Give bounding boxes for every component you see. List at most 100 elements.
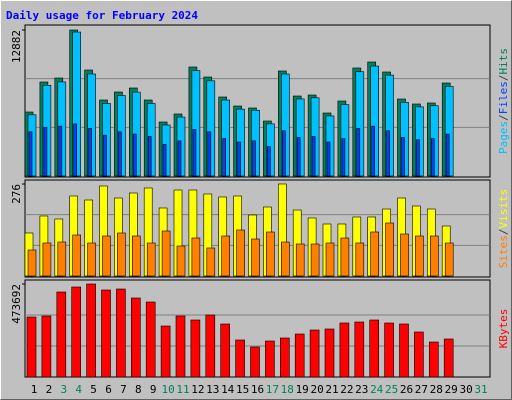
x-tick-label: 18	[281, 383, 294, 396]
x-tick-label: 16	[251, 383, 264, 396]
bar	[401, 137, 405, 177]
bar	[267, 146, 271, 177]
x-tick-label: 12	[191, 383, 204, 396]
x-tick-label: 20	[310, 383, 323, 396]
bar	[27, 249, 37, 277]
bar	[400, 233, 409, 277]
bar	[101, 289, 111, 378]
bar	[41, 315, 52, 378]
x-tick-label: 9	[150, 383, 157, 396]
x-tick-label: 6	[105, 383, 112, 396]
legend-entry: Hits	[497, 48, 510, 75]
bar	[384, 322, 394, 378]
bar	[207, 131, 212, 177]
bar	[176, 245, 186, 277]
x-tick-label: 10	[161, 383, 174, 396]
bar	[147, 136, 152, 177]
bar	[86, 283, 96, 378]
bar	[235, 339, 245, 378]
bar	[190, 319, 201, 378]
bar	[162, 143, 167, 177]
bar	[445, 133, 450, 177]
bar	[281, 130, 286, 177]
bar	[205, 314, 216, 378]
legend-separator: /	[497, 75, 510, 82]
bar	[444, 242, 454, 277]
bar	[356, 128, 361, 177]
legend-entry: Visits	[497, 189, 510, 229]
bar	[72, 234, 81, 277]
bar	[430, 138, 435, 177]
bar	[192, 129, 197, 177]
bar	[26, 316, 37, 378]
legend-entry: Files	[497, 81, 510, 114]
bar	[71, 286, 81, 378]
bar	[252, 140, 256, 177]
bar	[191, 237, 201, 277]
x-tick-label: 26	[400, 383, 413, 396]
bar	[160, 325, 171, 378]
bar	[416, 139, 420, 177]
bar	[206, 247, 216, 277]
x-tick-label: 7	[120, 383, 127, 396]
legend-entry: Pages	[497, 121, 510, 154]
bar	[339, 322, 350, 378]
bar	[265, 340, 275, 378]
x-tick-label: 29	[445, 383, 458, 396]
legend-entry: KBytes	[497, 309, 510, 349]
x-tick-label: 2	[46, 383, 53, 396]
x-tick-label: 28	[430, 383, 443, 396]
bar	[117, 232, 126, 277]
bar	[116, 288, 126, 378]
bar	[399, 323, 409, 378]
bar	[370, 231, 380, 277]
bar	[250, 346, 260, 378]
bar	[311, 136, 316, 177]
bar	[161, 230, 171, 277]
bar	[294, 333, 305, 378]
bar	[177, 140, 182, 177]
y-tick-label: 276	[10, 184, 23, 204]
x-tick-label: 8	[135, 383, 142, 396]
x-tick-label: 11	[176, 383, 189, 396]
x-tick-label: 23	[355, 383, 368, 396]
bar	[236, 229, 245, 277]
bar	[42, 242, 52, 277]
x-tick-label: 19	[296, 383, 309, 396]
bar	[237, 141, 241, 177]
bar	[385, 222, 394, 277]
bar	[295, 243, 305, 277]
bar	[221, 235, 230, 277]
bar	[279, 337, 290, 378]
bar	[118, 131, 122, 177]
bar	[280, 241, 290, 277]
bar	[371, 125, 376, 177]
x-tick-label: 21	[325, 383, 338, 396]
bar	[429, 235, 439, 277]
bar	[146, 242, 156, 277]
x-tick-label: 17	[266, 383, 279, 396]
bar	[443, 338, 454, 378]
bar	[251, 238, 260, 277]
bar	[220, 323, 230, 378]
x-tick-label: 25	[385, 383, 398, 396]
x-tick-label: 27	[415, 383, 428, 396]
bar	[340, 237, 350, 277]
x-tick-label: 13	[206, 383, 219, 396]
bar	[341, 138, 346, 177]
bar	[133, 133, 137, 177]
bar	[296, 137, 301, 177]
bar	[355, 242, 365, 277]
bar	[43, 126, 48, 177]
bar	[28, 131, 33, 177]
x-tick-label: 3	[60, 383, 67, 396]
bar	[325, 242, 335, 277]
x-tick-label: 4	[75, 383, 82, 396]
x-tick-label: 5	[90, 383, 97, 396]
bar	[56, 291, 67, 378]
x-tick-label: 31	[474, 383, 487, 396]
bar	[309, 329, 320, 378]
x-tick-label: 30	[459, 383, 472, 396]
